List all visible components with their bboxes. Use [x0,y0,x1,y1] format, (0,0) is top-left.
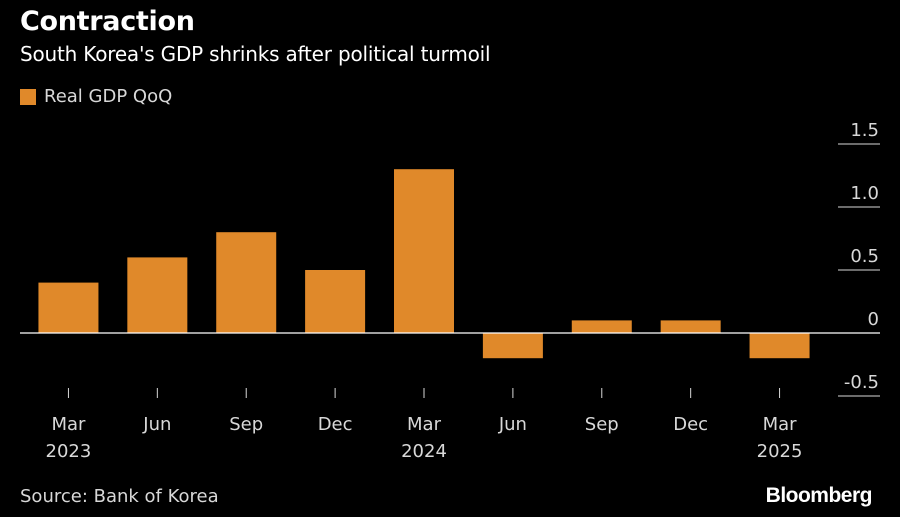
chart-title: Contraction [20,6,195,37]
x-tick-label: Jun [498,414,527,435]
x-tick-label: Mar [407,414,442,435]
y-tick-label: 1.5 [850,120,879,141]
chart-subtitle: South Korea's GDP shrinks after politica… [20,42,491,66]
x-tick-year-label: 2023 [46,441,92,462]
y-tick-label: 1.0 [850,183,879,204]
y-tick-label: 0.5 [850,246,879,267]
x-tick-label: Mar [763,414,798,435]
x-tick-label: Jun [142,414,171,435]
bar [305,270,366,333]
bar [749,333,810,359]
x-tick-year-label: 2024 [401,441,447,462]
bar [38,282,99,333]
bar [127,257,188,333]
bloomberg-logo: Bloomberg [765,484,873,507]
bar [394,169,454,333]
bar [216,232,277,333]
x-tick-label: Mar [51,414,86,435]
y-tick-label: 0 [868,309,879,330]
legend-swatch [20,88,36,105]
x-tick-label: Dec [673,414,708,435]
x-tick-label: Sep [229,414,263,435]
x-tick-year-label: 2025 [757,441,803,462]
legend-label: Real GDP QoQ [44,86,173,107]
bar [660,320,721,333]
source-note: Source: Bank of Korea [20,486,219,507]
y-tick-label: -0.5 [844,372,879,393]
x-tick-label: Sep [585,414,619,435]
legend: Real GDP QoQ [20,86,172,107]
bar [482,333,543,359]
bar [571,320,632,333]
x-tick-label: Dec [318,414,353,435]
